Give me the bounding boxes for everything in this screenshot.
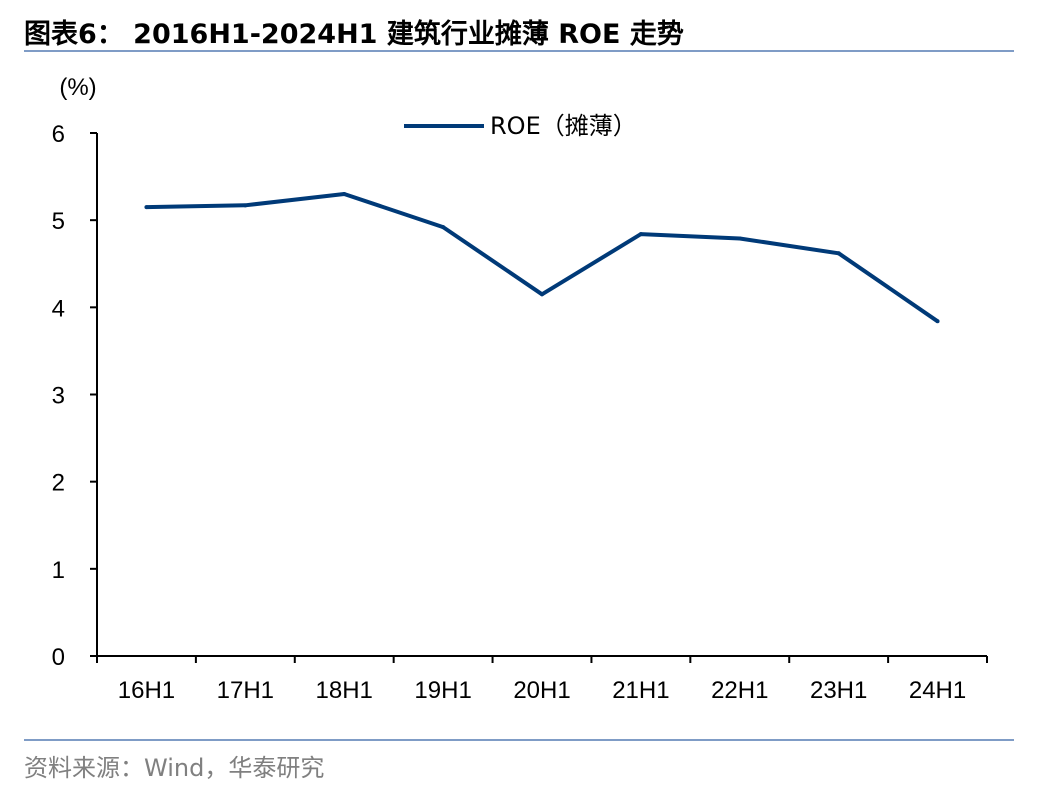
y-tick-label: 5 <box>52 208 65 235</box>
x-tick-label: 21H1 <box>612 677 669 704</box>
title-divider <box>24 50 1014 52</box>
series-line-roe <box>146 192 939 323</box>
chart-axes <box>96 133 987 657</box>
y-tick-label: 6 <box>52 121 65 148</box>
y-axis-ticks: 0 1 2 3 4 5 6 <box>52 121 97 671</box>
x-axis-ticks: 16H1 17H1 18H1 19H1 20H1 21H1 22H1 23H1 24H1 <box>96 656 988 704</box>
data-point <box>540 292 544 297</box>
x-tick-label: 22H1 <box>711 677 768 704</box>
footer-divider <box>24 739 1014 741</box>
x-tick-label: 18H1 <box>316 677 373 704</box>
data-point <box>638 232 643 237</box>
legend-label: ROE（摊薄） <box>490 112 637 140</box>
data-point <box>836 251 841 256</box>
source-note: 资料来源：Wind，华泰研究 <box>24 754 325 782</box>
data-point <box>243 203 248 208</box>
y-tick-label: 0 <box>52 644 65 671</box>
x-tick-label: 24H1 <box>909 677 966 704</box>
y-axis-unit-label: (%) <box>59 74 96 101</box>
data-point <box>737 236 742 241</box>
x-tick-label: 23H1 <box>810 677 867 704</box>
y-tick-label: 3 <box>52 383 65 410</box>
data-point <box>935 319 940 324</box>
data-point <box>144 205 149 210</box>
data-point <box>342 192 347 197</box>
chart-title: 图表6： 2016H1-2024H1 建筑行业摊薄 ROE 走势 <box>24 19 684 50</box>
chart-series <box>144 192 940 324</box>
y-tick-label: 4 <box>52 295 65 322</box>
x-tick-label: 20H1 <box>513 677 570 704</box>
y-tick-label: 2 <box>52 470 65 497</box>
x-tick-label: 19H1 <box>414 677 471 704</box>
x-tick-label: 16H1 <box>118 677 175 704</box>
y-tick-label: 1 <box>52 557 65 584</box>
data-point <box>441 225 446 230</box>
chart-legend: ROE（摊薄） <box>404 112 637 140</box>
x-tick-label: 17H1 <box>217 677 274 704</box>
